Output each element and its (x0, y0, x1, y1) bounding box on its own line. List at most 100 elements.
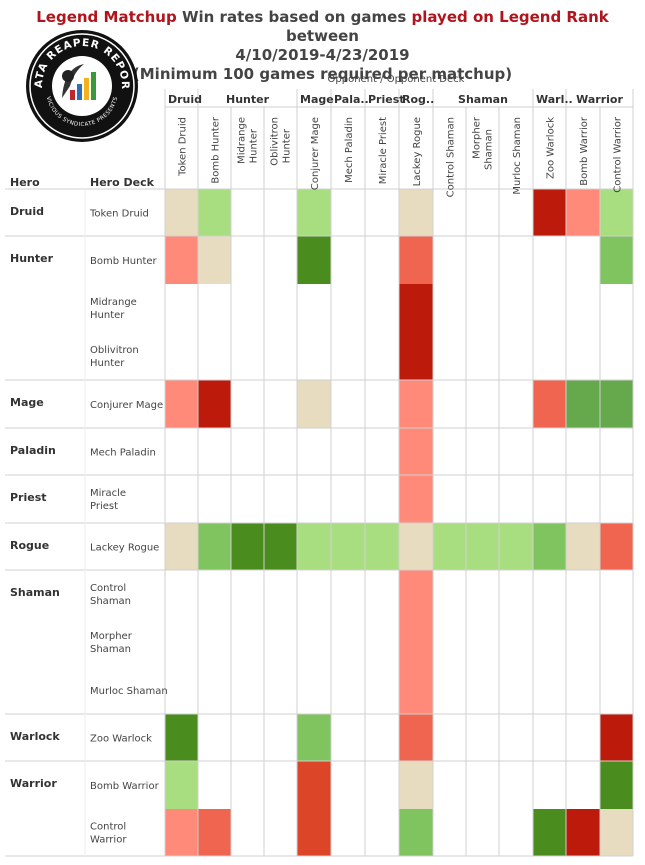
heatmap-cell-token-druid-vs-zoo-warlock (533, 189, 566, 236)
heatmap-cell-mech-paladin-vs-lackey-rogue (399, 428, 433, 475)
heatmap-cell-control-warrior-vs-bomb-hunter (198, 809, 231, 856)
hero-label-paladin: Paladin (10, 444, 56, 457)
opponent-class-label-hunter: Hunter (226, 93, 270, 106)
hero-deck-label-bomb-hunter: Bomb Hunter (90, 256, 158, 267)
opponent-deck-label-zoo-warlock: Zoo Warlock (546, 117, 557, 179)
opponent-deck-label-murloc-shaman: Murloc Shaman (512, 117, 523, 195)
heatmap-cell-lackey-rogue-vs-zoo-warlock (533, 523, 566, 570)
heatmap-cell-token-druid-vs-bomb-warrior (566, 189, 600, 236)
heatmap-cell-lackey-rogue-vs-bomb-hunter (198, 523, 231, 570)
heatmap-cell-conjurer-mage-vs-conjurer-mage (297, 380, 331, 428)
title-legend-rank: played on Legend Rank (411, 8, 609, 26)
heatmap-cell-token-druid-vs-control-warrior (600, 189, 633, 236)
hero-label-mage: Mage (10, 396, 44, 409)
chart-title: Legend Matchup Win rates based on games … (0, 8, 645, 84)
heatmap-cell-bomb-warrior-vs-conjurer-mage (297, 761, 331, 809)
hero-deck-axis-label: Hero Deck (90, 176, 155, 189)
heatmap-cell-zoo-warlock-vs-conjurer-mage (297, 714, 331, 761)
hero-label-priest: Priest (10, 491, 47, 504)
hero-deck-label-control-shaman: Shaman (90, 596, 131, 607)
heatmap-cell-lackey-rogue-vs-control-warrior (600, 523, 633, 570)
heatmap-cell-lackey-rogue-vs-token-druid (165, 523, 198, 570)
heatmap-cell-conjurer-mage-vs-lackey-rogue (399, 380, 433, 428)
opponent-deck-label-midrange-hunter: Hunter (249, 128, 260, 163)
opponent-deck-label-morpher-shaman: Shaman (484, 129, 495, 170)
heatmap-cell-midrange-hunter-vs-lackey-rogue (399, 284, 433, 332)
heatmap-cell-murloc-shaman-vs-lackey-rogue (399, 666, 433, 714)
heatmap-cell-bomb-hunter-vs-token-druid (165, 236, 198, 284)
hero-deck-label-midrange-hunter: Midrange (90, 297, 137, 308)
opponent-deck-label-bomb-hunter: Bomb Hunter (211, 116, 222, 184)
hero-label-hunter: Hunter (10, 252, 54, 265)
heatmap-cell-lackey-rogue-vs-control-shaman (433, 523, 466, 570)
heatmap-cell-bomb-warrior-vs-lackey-rogue (399, 761, 433, 809)
heatmap-cell-control-warrior-vs-conjurer-mage (297, 809, 331, 856)
opponent-deck-label-oblivitron-hunter: Hunter (282, 128, 293, 163)
hero-deck-label-murloc-shaman: Murloc Shaman (90, 686, 168, 697)
heatmap-cell-oblivitron-hunter-vs-lackey-rogue (399, 332, 433, 380)
heatmap-cell-lackey-rogue-vs-conjurer-mage (297, 523, 331, 570)
opponent-class-label-mage: Mage (300, 93, 334, 106)
opponent-deck-label-mech-paladin: Mech Paladin (344, 117, 355, 183)
hero-axis-label: Hero (10, 176, 40, 189)
hero-label-warrior: Warrior (10, 777, 57, 790)
opponent-class-label-warl: Warl.. (536, 93, 573, 106)
heatmap-cell-lackey-rogue-vs-bomb-warrior (566, 523, 600, 570)
opponent-deck-label-control-shaman: Control Shaman (446, 117, 457, 197)
heatmap-cell-lackey-rogue-vs-midrange-hunter (231, 523, 264, 570)
opponent-deck-label-midrange-hunter: Midrange (237, 117, 248, 164)
heatmap-cell-lackey-rogue-vs-lackey-rogue (399, 523, 433, 570)
data-reaper-report-logo: DATA REAPER REPORT VICIOUS SYNDICATE PRE… (24, 28, 138, 142)
hero-deck-label-midrange-hunter: Hunter (90, 310, 125, 321)
opponent-deck-label-conjurer-mage: Conjurer Mage (310, 117, 321, 190)
hero-deck-label-oblivitron-hunter: Hunter (90, 358, 125, 369)
hero-deck-label-control-warrior: Control (90, 822, 126, 833)
heatmap-cell-bomb-warrior-vs-control-warrior (600, 761, 633, 809)
hero-deck-label-token-druid: Token Druid (89, 209, 149, 220)
opponent-class-label-druid: Druid (168, 93, 202, 106)
heatmap-cell-bomb-hunter-vs-conjurer-mage (297, 236, 331, 284)
title-win-rates: Win rates based on games (176, 8, 412, 26)
heatmap-cell-conjurer-mage-vs-control-warrior (600, 380, 633, 428)
heatmap-cell-control-warrior-vs-lackey-rogue (399, 809, 433, 856)
title-date-range: 4/10/2019-4/23/2019 (235, 46, 410, 64)
opponent-class-label-rog: Rog.. (402, 93, 434, 106)
opponent-deck-label-miracle-priest: Miracle Priest (378, 117, 389, 184)
heatmap-cell-miracle-priest-vs-lackey-rogue (399, 475, 433, 523)
hero-label-rogue: Rogue (10, 539, 49, 552)
opponent-deck-label-oblivitron-hunter: Oblivitron (270, 117, 281, 166)
heatmap-cell-lackey-rogue-vs-murloc-shaman (499, 523, 533, 570)
heatmap-cell-control-warrior-vs-zoo-warlock (533, 809, 566, 856)
hero-deck-label-zoo-warlock: Zoo Warlock (90, 734, 152, 745)
title-legend-matchup: Legend Matchup (36, 8, 177, 26)
opponent-class-label-shaman: Shaman (458, 93, 508, 106)
hero-deck-label-bomb-warrior: Bomb Warrior (90, 781, 160, 792)
opponent-deck-label-token-druid: Token Druid (178, 117, 189, 177)
heatmap-cell-control-warrior-vs-token-druid (165, 809, 198, 856)
opponent-class-label-pala: Pala.. (334, 93, 369, 106)
heatmap-cell-bomb-hunter-vs-control-warrior (600, 236, 633, 284)
hero-label-druid: Druid (10, 205, 44, 218)
heatmap-cell-token-druid-vs-lackey-rogue (399, 189, 433, 236)
hero-deck-label-control-shaman: Control (90, 583, 126, 594)
heatmap-cell-control-shaman-vs-lackey-rogue (399, 570, 433, 618)
heatmap-cell-token-druid-vs-bomb-hunter (198, 189, 231, 236)
heatmap-cell-zoo-warlock-vs-token-druid (165, 714, 198, 761)
hero-deck-label-miracle-priest: Priest (90, 501, 118, 512)
title-line-1: Legend Matchup Win rates based on games … (0, 8, 645, 46)
opponent-deck-label-morpher-shaman: Morpher (472, 116, 483, 159)
heatmap-cell-zoo-warlock-vs-control-warrior (600, 714, 633, 761)
heatmap-cell-conjurer-mage-vs-bomb-warrior (566, 380, 600, 428)
hero-deck-label-morpher-shaman: Morpher (90, 631, 133, 642)
opponent-deck-label-lackey-rogue: Lackey Rogue (412, 117, 423, 186)
heatmap-cell-lackey-rogue-vs-morpher-shaman (466, 523, 499, 570)
opponent-axis-label: Opponent / Opponent Deck (328, 74, 465, 85)
hero-deck-label-oblivitron-hunter: Oblivitron (90, 345, 139, 356)
title-between: between (286, 27, 359, 45)
heatmap-cell-bomb-warrior-vs-token-druid (165, 761, 198, 809)
heatmap-cell-lackey-rogue-vs-miracle-priest (365, 523, 399, 570)
hero-label-warlock: Warlock (10, 730, 60, 743)
hero-deck-label-mech-paladin: Mech Paladin (90, 448, 156, 459)
heatmap-cell-lackey-rogue-vs-mech-paladin (331, 523, 365, 570)
